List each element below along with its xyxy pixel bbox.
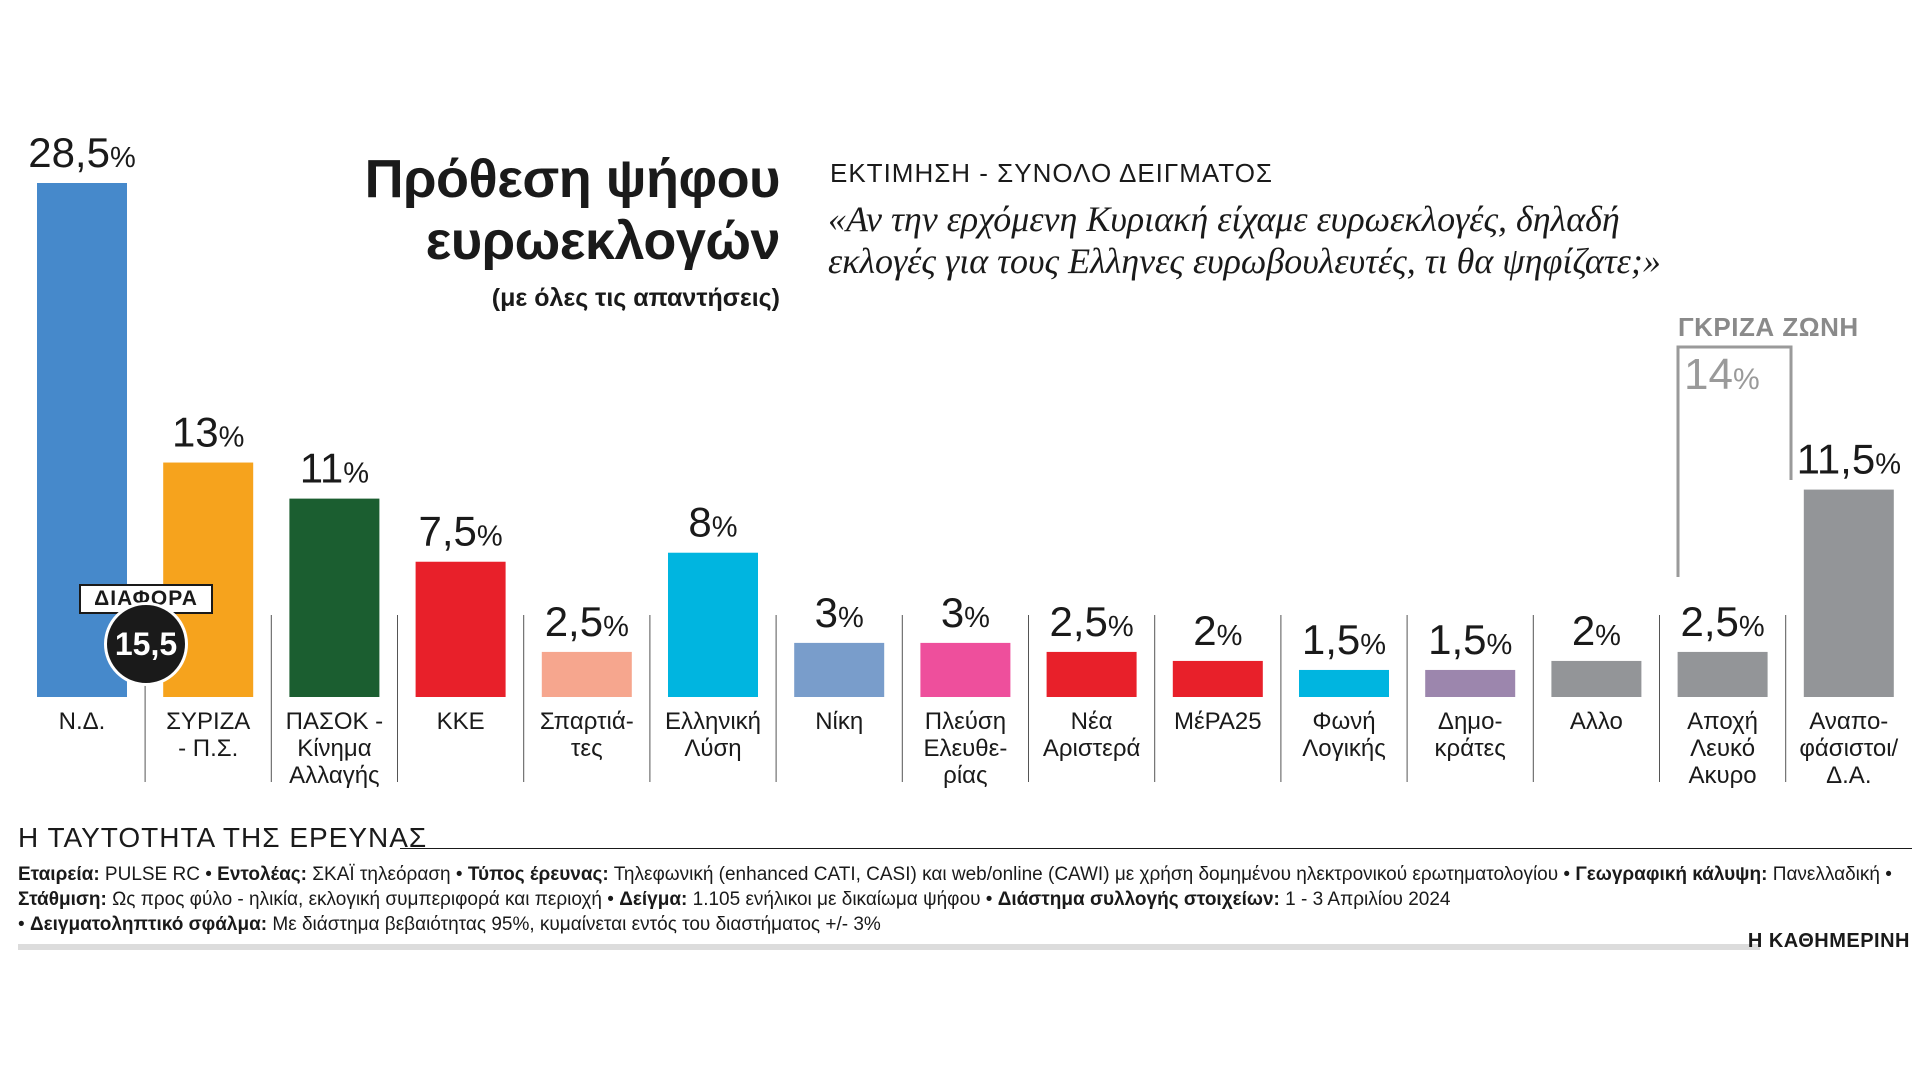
value-label-2: 13%: [172, 409, 245, 456]
value-label-7: 3%: [815, 589, 864, 636]
bar-9: [1046, 651, 1137, 697]
category-label-5: Σπαρτιά-τες: [540, 708, 634, 762]
bar-6: [668, 552, 758, 697]
category-label-6: Ελληνική Λύση: [665, 708, 761, 762]
category-label-12: Δημο-κράτες: [1435, 708, 1506, 762]
category-label-14: Αποχή Λευκό Ακυρο: [1687, 708, 1758, 789]
chart-subtitle: (με όλες τις απαντήσεις): [491, 284, 780, 312]
bottom-rule: [18, 944, 1760, 950]
value-label-1: 28,5%: [28, 129, 136, 176]
brand-name: Η ΚΑΘΗΜΕΡΙΝΗ: [1747, 930, 1910, 952]
category-label-11: Φωνή Λογικής: [1302, 708, 1386, 762]
title-block: Πρόθεση ψήφου ευρωεκλογών (με όλες τις α…: [300, 148, 781, 313]
bar-5: [541, 651, 632, 697]
value-label-15: 11,5%: [1797, 436, 1901, 483]
type-value: Τηλεφωνική (enhanced CATI, CASI) και web…: [613, 864, 1559, 885]
value-label-10: 2%: [1193, 607, 1242, 654]
grey-zone-value: 14%: [1684, 350, 1760, 400]
value-label-4: 7,5%: [419, 508, 503, 555]
category-label-7: Νίκη: [815, 708, 863, 735]
grey-zone-label: ΓΚΡΙΖΑ ΖΩΝΗ: [1678, 312, 1859, 342]
grey-zone-unit: %: [1732, 363, 1760, 396]
value-label-13: 2%: [1572, 607, 1621, 654]
category-label-3: ΠΑΣΟΚ -Κίνημα Αλλαγής: [286, 708, 384, 789]
client-label: Εντολέας:: [217, 864, 307, 885]
bar-13: [1551, 660, 1642, 697]
difference-value: 15,5: [104, 602, 188, 686]
labels-layer: 28,5% Ν.Δ. 13% ΣΥΡΙΖΑ - Π.Σ. 11% ΠΑΣΟΚ -Κίνημα…: [28, 129, 1901, 789]
category-label-13: Αλλο: [1570, 708, 1623, 735]
period-value: 1 - 3 Απριλίου 2024: [1285, 889, 1451, 910]
category-label-9: Νέα Αριστερά: [1043, 708, 1141, 762]
weighting-label: Στάθμιση:: [18, 889, 107, 910]
sample-value: 1.105 ενήλικοι με δικαίωμα ψήφου: [692, 889, 981, 910]
bar-14: [1677, 651, 1768, 697]
bar-8: [920, 642, 1011, 697]
category-label-8: Πλεύση Ελευθε-ρίας: [923, 708, 1007, 789]
bar-4: [415, 561, 506, 697]
value-label-14: 2,5%: [1681, 598, 1765, 645]
coverage-label: Γεωγραφική κάλυψη:: [1575, 864, 1768, 885]
value-label-9: 2,5%: [1050, 598, 1134, 645]
bars-layer: [37, 183, 1894, 782]
error-value: Με διάστημα βεβαιότητας 95%, κυμαίνεται …: [272, 914, 881, 935]
category-label-10: ΜέΡΑ25: [1174, 708, 1262, 735]
category-label-15: Αναπο-φάσιστοι/Δ.Α.: [1799, 708, 1898, 789]
grey-zone-number: 14: [1684, 350, 1733, 399]
bar-7: [794, 642, 885, 697]
grey-zone-bracket: [1676, 345, 1793, 577]
estimate-label: ΕΚΤΙΜΗΣΗ - ΣΥΝΟΛΟ ΔΕΙΓΜΑΤΟΣ: [830, 158, 1273, 188]
bar-3: [289, 498, 380, 697]
client-value: ΣΚΑΪ τηλεόραση: [312, 864, 451, 885]
value-label-11: 1,5%: [1302, 616, 1386, 663]
survey-question: «Αν την ερχόμενη Κυριακή είχαμε ευρωεκλο…: [828, 199, 1661, 281]
bar-10: [1172, 660, 1263, 697]
type-label: Τύπος έρευνας:: [467, 864, 609, 885]
category-label-2: ΣΥΡΙΖΑ - Π.Σ.: [166, 708, 250, 762]
survey-heading: Η ΤΑΥΤΟΤΗΤΑ ΤΗΣ ΕΡΕΥΝΑΣ: [18, 822, 428, 853]
coverage-value: Πανελλαδική: [1772, 864, 1880, 885]
bar-11: [1299, 669, 1389, 697]
category-label-4: ΚΚΕ: [437, 708, 485, 735]
survey-details: Εταιρεία: PULSE RC • Εντολέας: ΣΚΑΪ τηλε…: [18, 864, 1892, 935]
value-label-8: 3%: [941, 589, 990, 636]
value-label-12: 1,5%: [1428, 616, 1512, 663]
category-label-1: Ν.Δ.: [59, 708, 106, 735]
sample-label: Δείγμα:: [619, 889, 688, 910]
value-label-3: 11%: [300, 445, 369, 492]
error-label: Δειγματοληπτικό σφάλμα:: [29, 914, 268, 935]
company-value: PULSE RC: [104, 864, 200, 885]
chart-title: Πρόθεση ψήφου ευρωεκλογών: [364, 149, 781, 271]
weighting-value: Ως προς φύλο - ηλικία, εκλογική συμπεριφ…: [112, 889, 602, 910]
period-label: Διάστημα συλλογής στοιχείων:: [997, 889, 1280, 910]
value-label-5: 2,5%: [545, 598, 629, 645]
bar-15: [1803, 489, 1894, 697]
survey-divider: [400, 848, 1912, 849]
company-label: Εταιρεία:: [18, 864, 100, 885]
bar-12: [1425, 669, 1516, 697]
value-label-6: 8%: [688, 499, 737, 546]
